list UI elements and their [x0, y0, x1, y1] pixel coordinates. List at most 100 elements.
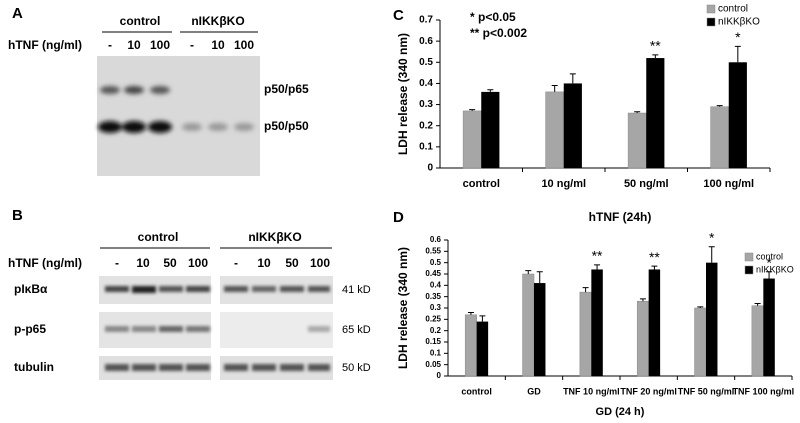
bar: [591, 269, 603, 376]
y-tick-label: 0.7: [419, 15, 433, 26]
error-bar: [479, 315, 486, 322]
significance-label: **: [649, 249, 660, 265]
lane-label: 50: [163, 256, 177, 270]
y-tick-label: 0.55: [425, 246, 441, 255]
error-bar: [754, 302, 761, 306]
error-bar: [766, 271, 773, 279]
chart-title: hTNF (24h): [589, 210, 652, 224]
x-tick-label: 10 ng/ml: [541, 178, 586, 190]
bar: [579, 291, 592, 377]
lane-label: 50: [285, 256, 299, 270]
y-tick-label: 0: [437, 371, 442, 380]
gel-bands: [98, 86, 254, 133]
y-tick-label: 0: [427, 163, 433, 174]
y-tick-label: 0.35: [425, 292, 441, 301]
y-tick-label: 0.2: [430, 326, 442, 335]
size-label: 65 kD: [342, 324, 371, 336]
error-bar: [716, 105, 723, 107]
note: * p<0.05: [470, 10, 516, 24]
error-bar: [525, 270, 532, 274]
x-tick-label: control: [461, 386, 492, 396]
row-label: p-p65: [14, 322, 46, 336]
panel-label: A: [12, 5, 23, 22]
error-bar: [469, 109, 476, 111]
y-tick-label: 0.5: [419, 57, 433, 68]
y-tick-label: 0.5: [430, 258, 442, 267]
significance-label: *: [766, 254, 772, 270]
legend-label: control: [718, 4, 748, 15]
y-tick-label: 0.3: [419, 99, 433, 110]
error-bar: [467, 312, 474, 315]
panel-label: B: [12, 207, 23, 224]
blot-bands: [105, 286, 330, 371]
legend-swatch: [744, 265, 754, 275]
y-tick-label: 0.6: [430, 235, 442, 244]
y-tick-label: 0.1: [430, 348, 442, 357]
gel: [97, 56, 260, 176]
x-tick-label: 50 ng/ml: [624, 178, 669, 190]
lane-label: 100: [150, 38, 170, 52]
band-label: p50/p50: [264, 119, 309, 133]
size-label: 50 kD: [342, 362, 371, 374]
legend-label: control: [756, 251, 783, 261]
error-bar: [651, 265, 658, 270]
error-bar: [551, 85, 558, 92]
error-bar: [594, 264, 601, 270]
bar: [710, 106, 729, 169]
y-tick-label: 0.05: [425, 360, 441, 369]
bar: [534, 283, 546, 376]
panel-label: D: [393, 209, 404, 226]
bar: [522, 273, 535, 377]
error-bar: [697, 306, 704, 308]
bar: [627, 112, 647, 169]
group-label: control: [120, 14, 161, 28]
y-axis-label: LDH release (340 nm): [396, 247, 410, 369]
size-label: 41 kD: [342, 284, 371, 296]
bar: [751, 305, 764, 377]
y-tick-label: 0.45: [425, 269, 441, 278]
error-bar: [634, 111, 641, 114]
lane-label: 100: [310, 256, 330, 270]
error-bar: [582, 287, 589, 293]
lane-label: 100: [188, 256, 208, 270]
row-label: tubulin: [14, 360, 54, 374]
y-tick-label: 0.2: [419, 120, 433, 131]
lane-label: 10: [257, 256, 271, 270]
row-label: hTNF (ng/ml): [8, 256, 82, 270]
x-tick-label: TNF 20 ng/ml: [620, 386, 677, 396]
x-axis-label: GD (24 h): [596, 406, 645, 418]
group-label: control: [138, 230, 179, 244]
error-bar: [734, 45, 741, 63]
bar: [476, 321, 489, 376]
note: ** p<0.002: [470, 26, 527, 40]
error-bar: [639, 298, 646, 302]
bar: [545, 91, 564, 169]
legend-label: nIKKβKO: [718, 17, 760, 28]
x-tick-label: 100 ng/ml: [703, 178, 754, 190]
legend-swatch: [706, 4, 716, 14]
lane-label: -: [190, 38, 194, 52]
bar: [462, 110, 482, 169]
y-tick-label: 0.4: [430, 280, 442, 289]
row-label: hTNF (ng/ml): [8, 38, 82, 52]
bar: [728, 62, 747, 168]
lane-label: -: [108, 38, 112, 52]
bar: [646, 58, 665, 168]
y-tick-label: 0.15: [425, 337, 441, 346]
lane-label: -: [115, 256, 119, 270]
error-bar: [652, 54, 659, 59]
significance-label: **: [650, 38, 661, 54]
lane-label: 100: [234, 38, 254, 52]
error-bar: [569, 73, 576, 84]
group-label: nIKKβKO: [248, 230, 301, 244]
lane-label: 10: [211, 38, 225, 52]
x-tick-label: GD: [527, 386, 541, 396]
significance-label: *: [709, 230, 715, 246]
y-tick-label: 0.1: [419, 141, 433, 152]
legend-swatch: [706, 17, 716, 27]
bar: [636, 300, 649, 377]
x-tick-label: TNF 100 ng/ml: [733, 386, 795, 396]
y-tick-label: 0.3: [430, 303, 442, 312]
row-label: pIκBα: [14, 282, 48, 296]
